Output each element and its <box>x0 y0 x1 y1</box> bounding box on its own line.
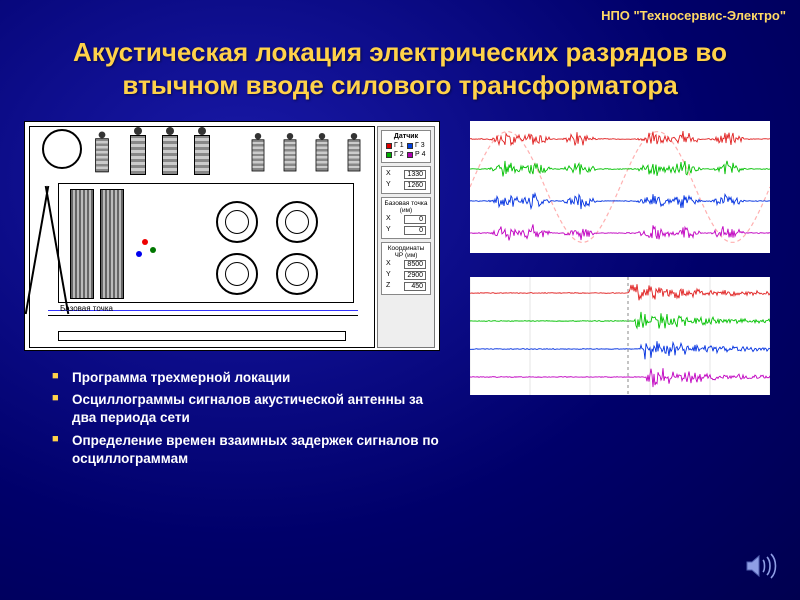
schematic-side-panel: Датчик Г 1Г 3Г 2Р 4 X1330 Y1260 Базовая … <box>377 126 435 348</box>
bullet-item: Определение времен взаимных задержек сиг… <box>52 432 444 468</box>
right-column <box>470 121 776 472</box>
sensor-legend-item: Г 1 <box>386 142 405 149</box>
sensor-legend-item: Г 3 <box>407 142 426 149</box>
oscillogram-bottom <box>470 277 770 395</box>
left-column: Базовая точка Датчик Г 1Г 3Г 2Р 4 X1330 … <box>24 121 444 472</box>
org-label: НПО "Техносервис-Электро" <box>601 8 786 23</box>
bullet-item: Осциллограммы сигналов акустической анте… <box>52 391 444 427</box>
base-point-label: Базовая точка <box>60 304 113 313</box>
content-area: Базовая точка Датчик Г 1Г 3Г 2Р 4 X1330 … <box>0 115 800 472</box>
oscillogram-top <box>470 121 770 253</box>
sensor-legend-item: Р 4 <box>407 151 426 158</box>
speaker-icon <box>744 551 778 586</box>
bullet-list: Программа трехмерной локации Осциллограмм… <box>24 369 444 468</box>
bullet-item: Программа трехмерной локации <box>52 369 444 387</box>
schematic-drawing: Базовая точка <box>29 126 375 348</box>
schematic-panel: Базовая точка Датчик Г 1Г 3Г 2Р 4 X1330 … <box>24 121 440 351</box>
sensor-legend-item: Г 2 <box>386 151 405 158</box>
sensor-legend-box: Датчик Г 1Г 3Г 2Р 4 <box>381 130 431 163</box>
